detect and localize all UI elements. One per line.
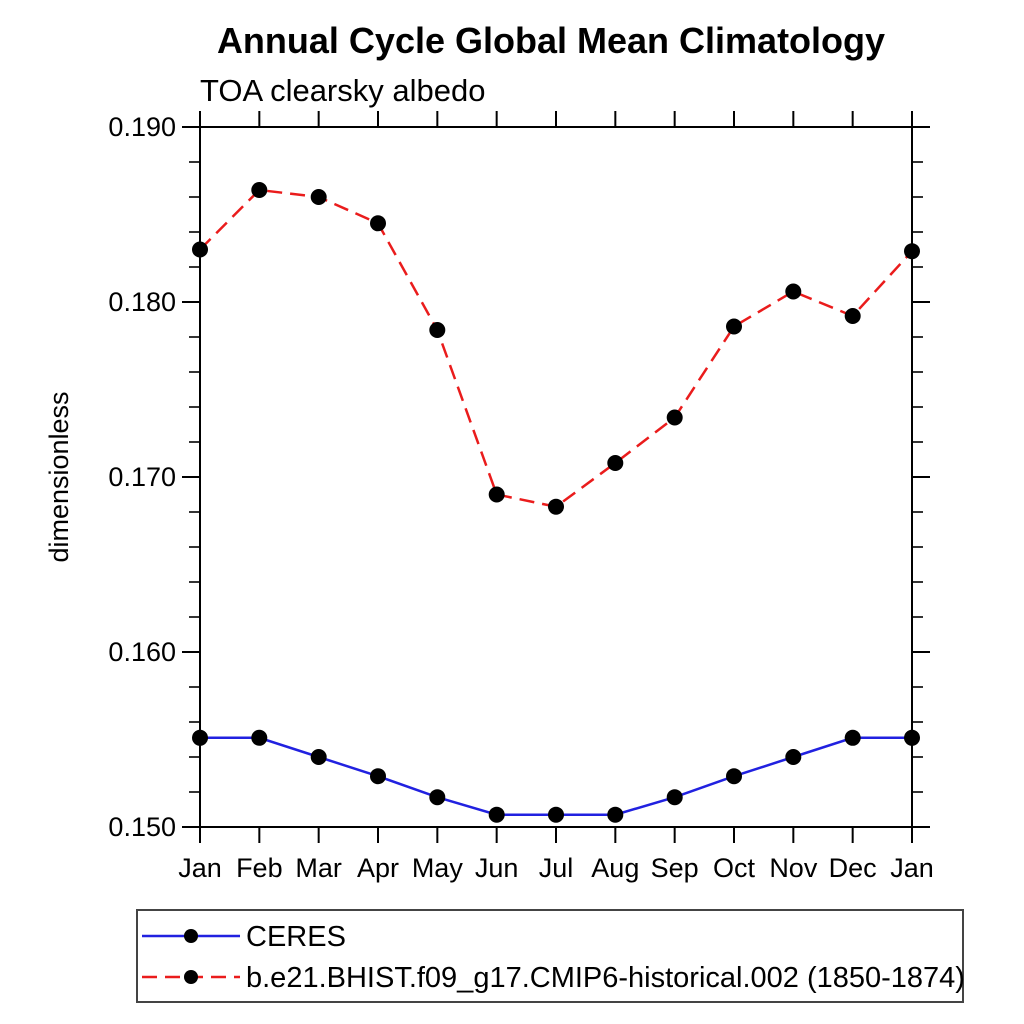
data-point (726, 768, 742, 785)
data-point (844, 729, 861, 746)
chart-subtitle: TOA clearsky albedo (200, 73, 485, 108)
data-point (251, 729, 268, 746)
x-tick-labels: Jan Feb Mar Apr May Jun Jul Aug Sep Oct Nov Dec Jan (178, 853, 934, 883)
data-point (370, 215, 386, 232)
data-point (548, 498, 564, 515)
data-point (607, 806, 624, 823)
y-tick-label: 0.190 (108, 112, 176, 142)
x-tick-label: Jul (539, 853, 574, 883)
data-point (310, 749, 327, 765)
x-tick-label: Feb (236, 853, 283, 883)
x-tick-label: Apr (357, 853, 399, 883)
data-point (192, 729, 208, 746)
x-tick-label: Mar (295, 853, 342, 883)
data-point (726, 318, 742, 335)
data-point (429, 789, 446, 806)
x-tick-label: Jan (178, 853, 222, 883)
data-point (310, 189, 327, 205)
legend-marker-model (184, 970, 198, 984)
y-axis-label: dimensionless (44, 391, 74, 562)
x-tick-label: May (412, 853, 464, 883)
data-point (844, 308, 861, 324)
data-point (429, 322, 446, 338)
x-tick-label: Oct (713, 853, 756, 883)
data-point (192, 241, 208, 258)
data-point (904, 243, 920, 260)
plot-area-border (199, 126, 913, 828)
y-tick-label: 0.150 (108, 812, 176, 842)
y-tick-labels: 0.150 0.160 0.170 0.180 0.190 (108, 112, 176, 842)
x-tick-label: Jun (475, 853, 519, 883)
x-tick-label: Dec (829, 853, 877, 883)
chart-title: Annual Cycle Global Mean Climatology (217, 20, 885, 61)
data-point (785, 283, 802, 300)
data-point (666, 409, 683, 426)
x-tick-label: Sep (651, 853, 699, 883)
legend-label-model: b.e21.BHIST.f09_g17.CMIP6-historical.002… (246, 962, 965, 994)
y-tick-label: 0.170 (108, 462, 176, 492)
legend: CERES b.e21.BHIST.f09_g17.CMIP6-historic… (136, 909, 965, 1003)
series-line-ceres (200, 736, 912, 816)
data-point (370, 768, 386, 785)
y-tick-label: 0.160 (108, 637, 176, 667)
data-point (666, 789, 683, 806)
data-point (904, 729, 920, 746)
y-tick-label: 0.180 (108, 287, 176, 317)
data-point (548, 806, 564, 823)
x-tick-label: Nov (769, 853, 818, 883)
legend-marker-ceres (184, 929, 198, 943)
legend-label-ceres: CERES (246, 921, 346, 953)
data-point (251, 182, 268, 198)
legend-box (136, 909, 964, 1003)
data-point (488, 806, 505, 823)
data-series-layer (192, 182, 920, 823)
data-point (607, 455, 624, 471)
x-tick-label: Jan (890, 853, 934, 883)
series-line-model (199, 188, 913, 509)
data-point (785, 749, 802, 765)
axis-ticks (182, 111, 930, 843)
data-point (488, 486, 505, 503)
x-tick-label: Aug (591, 853, 639, 883)
